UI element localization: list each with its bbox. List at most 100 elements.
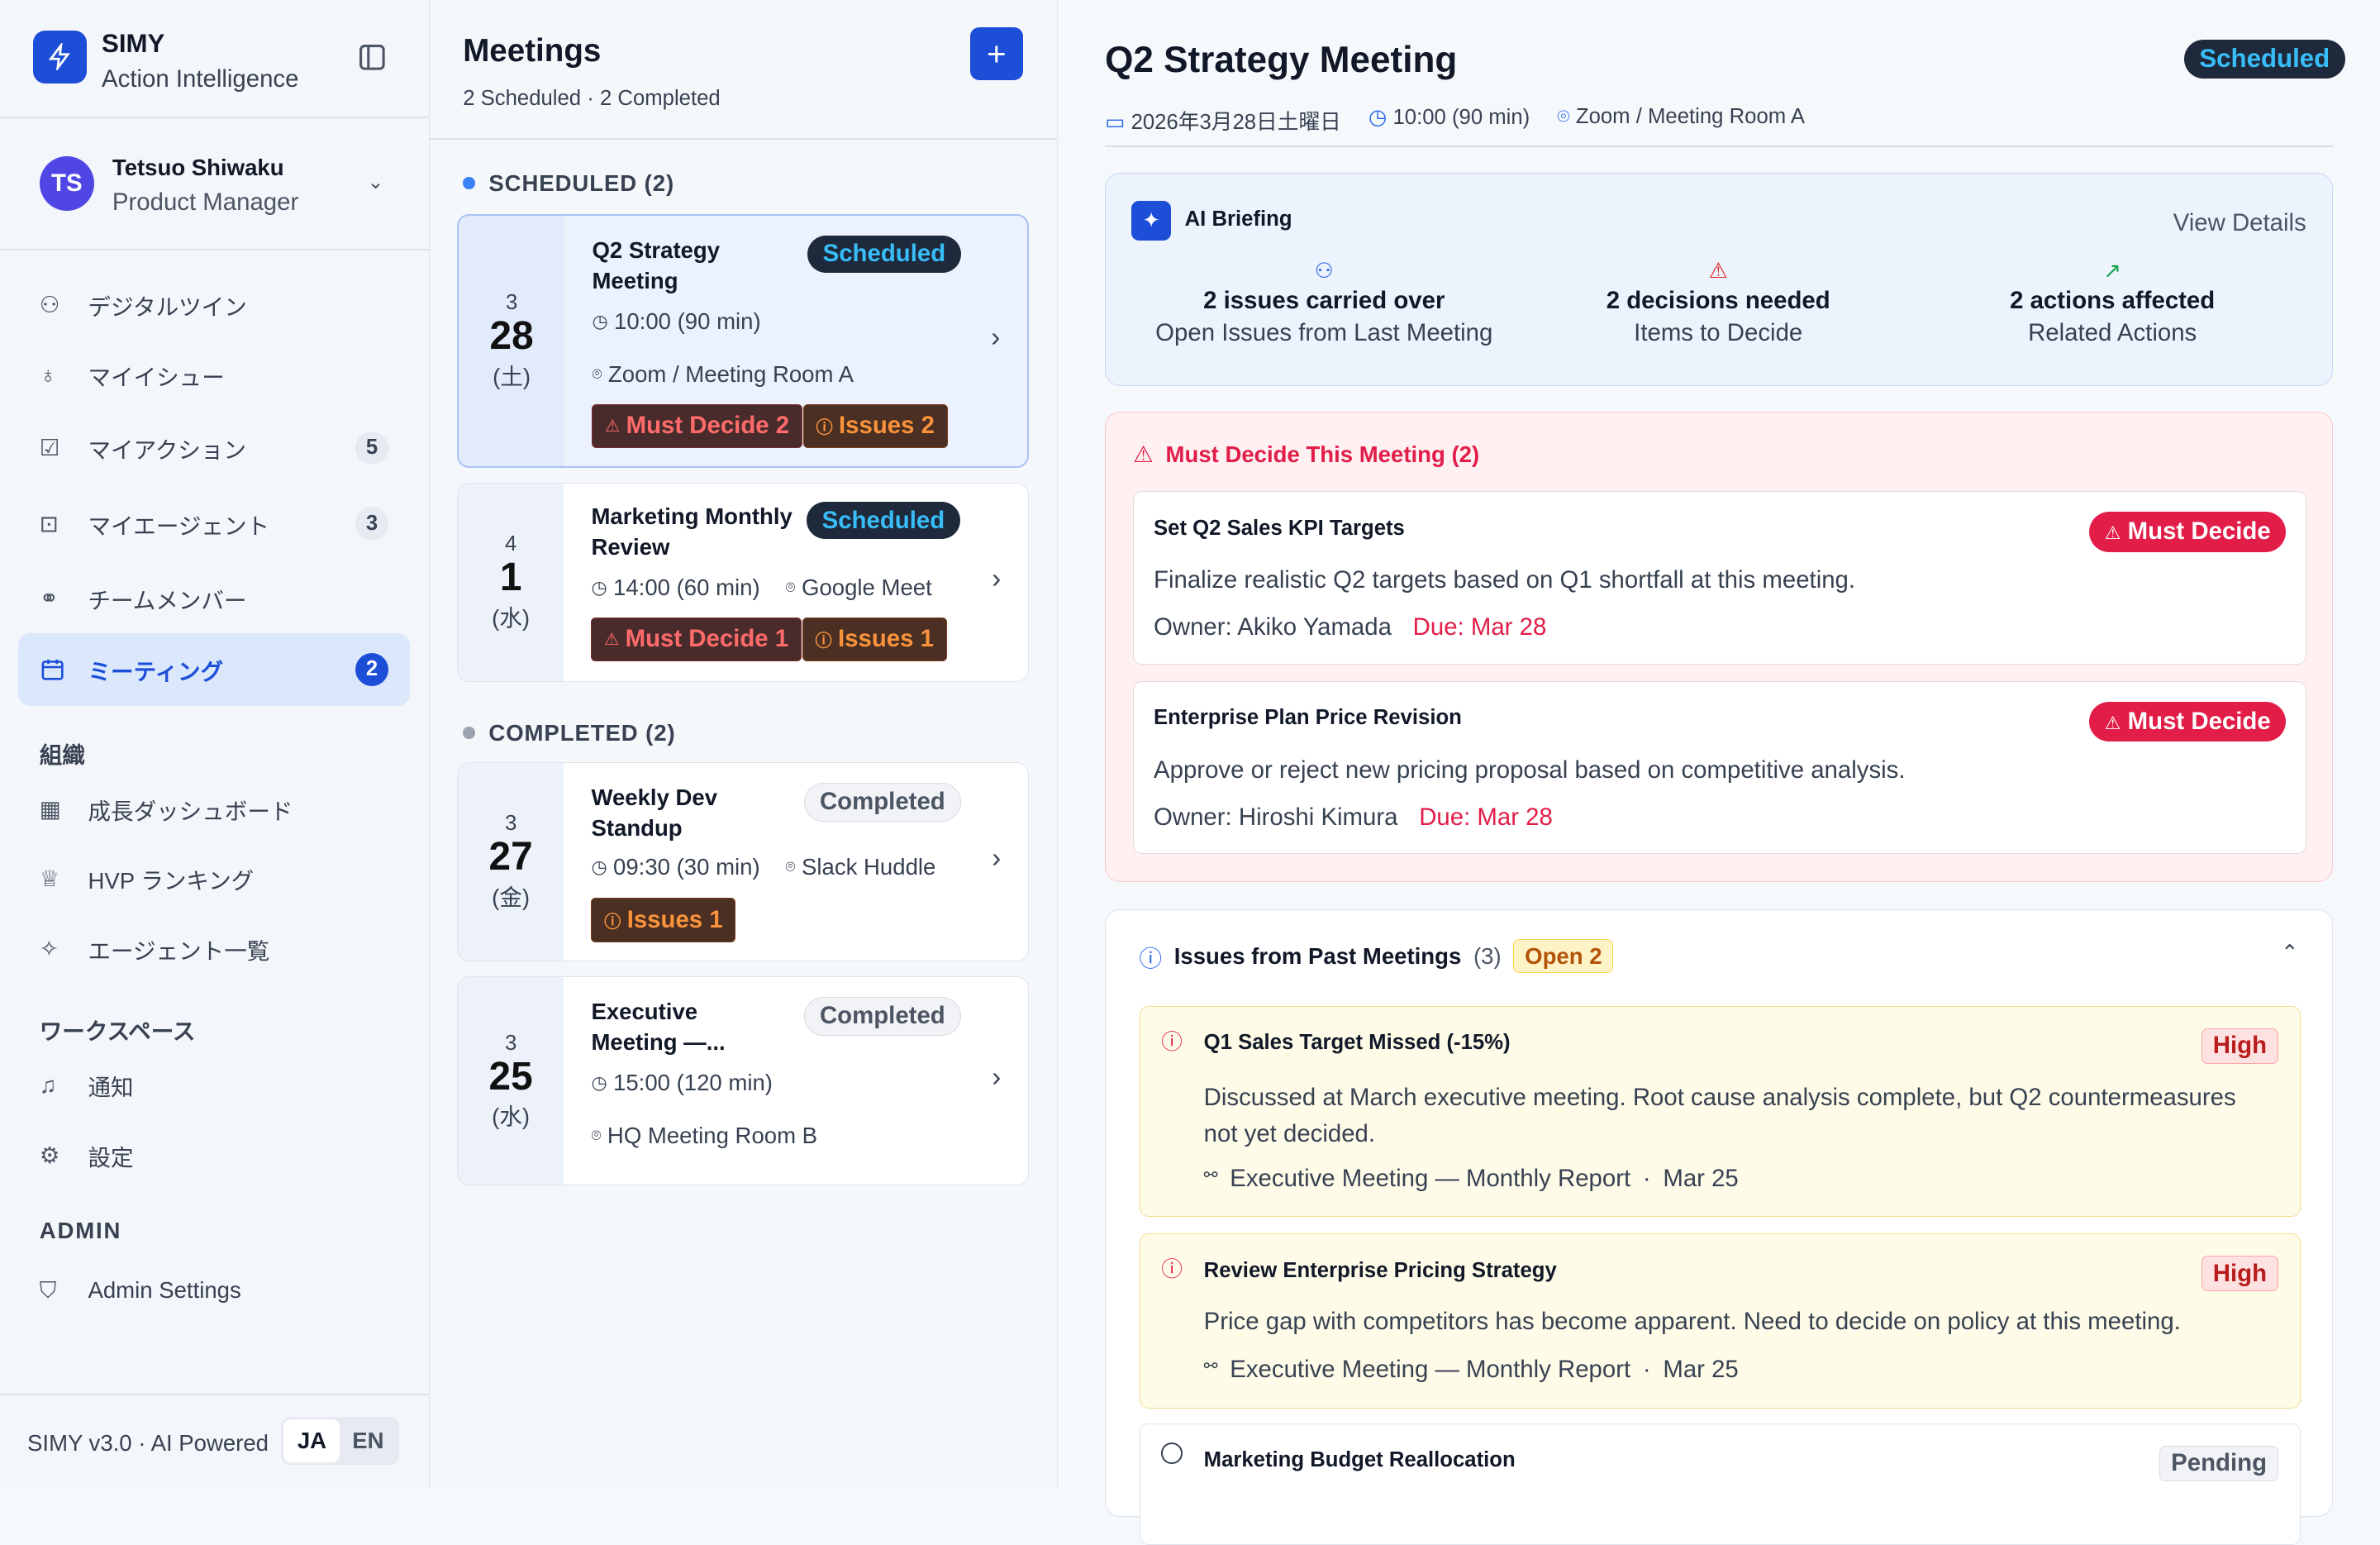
badge-text: Must Decide [2127, 517, 2271, 546]
day: 25 [488, 1054, 533, 1099]
issue-title: Marketing Budget Reallocation [1203, 1448, 1516, 1472]
sidebar-item-admin-settings[interactable]: ⛉ Admin Settings [18, 1254, 410, 1327]
status-dot [463, 177, 475, 190]
source-date: Mar 25 [1663, 1164, 1739, 1192]
sidebar-item-meetings[interactable]: ミーティング 2 [18, 632, 410, 707]
map-pin-icon: ⌾ [592, 365, 602, 384]
issue-description: Price gap with competitors has become ap… [1203, 1307, 2181, 1335]
sidebar-item-digital-twin[interactable]: ⚇ デジタルツイン [18, 269, 410, 341]
warning-icon: ⚠ [1133, 441, 1154, 467]
alert-circle-icon: ⓘ [604, 913, 621, 932]
section-header[interactable]: ⓘ Issues from Past Meetings (3) Open 2 [1140, 939, 1614, 974]
stat-label: Items to Decide [1634, 319, 1803, 347]
map-pin-icon: ⌾ [785, 857, 796, 876]
open-badge: Open 2 [1513, 939, 1614, 974]
date-text: 2026年3月28日土曜日 [1130, 110, 1341, 134]
meeting-time: ◷ 14:00 (60 min) [591, 575, 759, 601]
sidebar-item-hvp-ranking[interactable]: ♕ HVP ランキング [18, 842, 410, 915]
stat-value: 2 actions affected [2010, 286, 2216, 314]
must-decide-section: ⚠ Must Decide This Meeting (2) Set Q2 Sal… [1105, 411, 2333, 883]
nav-label: Admin Settings [88, 1277, 241, 1304]
sparkles-icon: ✦ [1131, 201, 1172, 241]
user-name[interactable]: Tetsuo Shiwaku [112, 155, 284, 181]
meeting-card[interactable]: 3 28 (土) Q2 Strategy Meeting Scheduled ◷ 10… [456, 213, 1030, 468]
nav-label: 設定 [88, 1144, 134, 1171]
nav-label: マイアクション [88, 436, 246, 463]
issues-tag: ⓘ Issues 2 [802, 403, 948, 448]
detail-meta: ▭ 2026年3月28日土曜日 ◷ 10:00 (90 min) ⌾ Zoom … [1105, 105, 1805, 136]
brain-icon: ⚇ [39, 292, 60, 318]
sidebar-item-growth-dashboard[interactable]: ▦ 成長ダッシュボード [18, 773, 410, 846]
weekday: (金) [492, 884, 531, 910]
decision-meta: Owner: Akiko Yamada Due: Mar 28 [1154, 613, 1546, 641]
sidebar-item-settings[interactable]: ⚙ 設定 [18, 1119, 410, 1192]
meeting-title: Weekly Dev Standup [591, 784, 718, 841]
decision-item[interactable]: Enterprise Plan Price Revision ⚠ Must De… [1133, 680, 2306, 855]
sidebar-item-team-members[interactable]: ⚭ チームメンバー [18, 562, 410, 635]
sidebar-item-agent-list[interactable]: ✧ エージェント一覧 [18, 913, 410, 985]
date-column: 3 25 (水) [457, 976, 564, 1185]
users-icon: ⚭ [39, 584, 59, 611]
calendar-icon: ▭ [1105, 110, 1126, 134]
divider [0, 1394, 430, 1395]
sidebar-item-my-agents[interactable]: ⊡ マイエージェント 3 [18, 488, 410, 560]
month: 3 [504, 812, 517, 836]
tag-text: Issues 1 [626, 906, 723, 934]
issue-title: Q1 Sales Target Missed (-15%) [1203, 1031, 1511, 1055]
language-switch: JA EN [280, 1416, 400, 1466]
location-text: HQ Meeting Room B [607, 1123, 818, 1149]
count-badge: 3 [355, 507, 389, 541]
stat-issues: ⚇ 2 issues carried over Open Issues from L… [1106, 259, 1542, 347]
lang-en-button[interactable]: EN [352, 1428, 384, 1454]
sidebar-item-notifications[interactable]: ♫ 通知 [18, 1049, 410, 1122]
circle-icon [1161, 1442, 1183, 1464]
issue-item[interactable]: ⓘ Q1 Sales Target Missed (-15%) High Dis… [1139, 1005, 2301, 1218]
divider [1105, 145, 2333, 148]
view-details-link[interactable]: View Details [2173, 208, 2306, 236]
time-text: 09:30 (30 min) [613, 854, 760, 880]
lang-ja-button[interactable]: JA [283, 1419, 340, 1462]
sidebar-item-my-issues[interactable]: ♁ マイイシュー [18, 339, 410, 412]
clock-icon: ◷ [591, 1072, 607, 1094]
chevron-up-icon[interactable]: ⌃ [2281, 941, 2299, 965]
meeting-card[interactable]: 3 25 (水) Executive Meeting —... Completed … [456, 975, 1030, 1186]
decision-item[interactable]: Set Q2 Sales KPI Targets ⚠ Must Decide F… [1133, 491, 2306, 665]
issue-item[interactable]: ⓘ Review Enterprise Pricing Strategy Hig… [1139, 1233, 2301, 1409]
stat-actions: ↗ 2 actions affected Related Actions [1894, 259, 2330, 347]
meeting-time: ◷ 09:30 (30 min) [591, 854, 759, 880]
issue-description: Discussed at March executive meeting. Ro… [1203, 1084, 2236, 1148]
due-date: Due: Mar 28 [1412, 613, 1547, 641]
issue-source: ⚯ Executive Meeting — Monthly Report · Mar … [1204, 1356, 1739, 1384]
priority-badge: Pending [2159, 1445, 2278, 1482]
weekday: (土) [493, 363, 531, 389]
sidebar-item-my-actions[interactable]: ☑ マイアクション 5 [18, 412, 410, 484]
issue-count: (3) [1473, 942, 1502, 969]
heading-text: SCHEDULED (2) [488, 169, 675, 196]
detail-title: Q2 Strategy Meeting [1105, 39, 1458, 80]
briefing-stats: ⚇ 2 issues carried over Open Issues from L… [1106, 259, 2330, 347]
chevron-right-icon: › [992, 1061, 1002, 1093]
meeting-card[interactable]: 3 27 (金) Weekly Dev Standup Completed ◷ 09:… [456, 762, 1030, 961]
issue-title: Review Enterprise Pricing Strategy [1203, 1258, 1557, 1282]
shield-icon: ⛉ [39, 1276, 57, 1303]
chevron-down-icon[interactable]: ⌄ [367, 170, 384, 193]
month: 4 [504, 532, 517, 556]
time-text: 15:00 (120 min) [613, 1070, 773, 1096]
month: 3 [504, 1031, 517, 1055]
nav-label: デジタルツイン [88, 294, 247, 321]
nav-label: HVP ランキング [88, 868, 255, 894]
alert-circle-icon: ⓘ [815, 632, 832, 651]
meeting-location: ⌾ Slack Huddle [786, 854, 936, 880]
time-text: 10:00 (90 min) [1392, 105, 1530, 129]
issue-item[interactable]: Marketing Budget Reallocation Pending [1139, 1423, 2301, 1545]
sidebar-toggle-icon[interactable] [357, 42, 388, 73]
stat-decisions: ⚠ 2 decisions needed Items to Decide [1542, 259, 1894, 347]
add-meeting-button[interactable]: + [969, 27, 1023, 81]
heading-text: COMPLETED (2) [488, 719, 676, 746]
meeting-card[interactable]: 4 1 (水) Marketing Monthly Review Scheduled… [456, 483, 1030, 682]
status-badge: Scheduled [807, 502, 960, 540]
stat-value: 2 issues carried over [1203, 286, 1445, 314]
decision-description: Approve or reject new pricing proposal b… [1154, 756, 1906, 784]
meeting-title: Executive Meeting —... [591, 998, 726, 1055]
ai-briefing-card: ✦ AI Briefing View Details ⚇ 2 issues car… [1105, 173, 2333, 386]
